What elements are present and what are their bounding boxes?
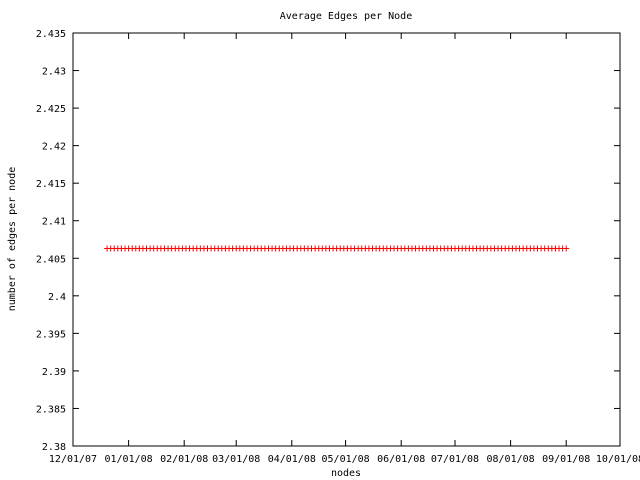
y-tick-label: 2.395 bbox=[36, 329, 66, 340]
x-tick-label: 01/01/08 bbox=[105, 454, 153, 465]
y-axis: 2.435 2.43 2.425 2.42 2.415 2.41 2.405 2.4 2.395… bbox=[36, 29, 620, 453]
y-tick-label: 2.425 bbox=[36, 104, 66, 115]
chart-title: Average Edges per Node bbox=[280, 11, 412, 22]
x-tick-label: 06/01/08 bbox=[377, 454, 425, 465]
y-axis-label: number of edges per node bbox=[7, 167, 18, 312]
x-tick-label: 03/01/08 bbox=[212, 454, 260, 465]
x-axis: 12/01/07 01/01/08 02/01/08 03/01/08 04/01/08… bbox=[49, 33, 640, 465]
y-tick-label: 2.42 bbox=[42, 142, 66, 153]
plot-frame bbox=[72, 32, 621, 447]
y-tick-label: 2.39 bbox=[42, 367, 66, 378]
series-points bbox=[104, 245, 570, 252]
y-tick-label: 2.415 bbox=[36, 179, 66, 190]
y-tick-label: 2.435 bbox=[36, 29, 66, 40]
x-tick-label: 04/01/08 bbox=[268, 454, 316, 465]
x-tick-label: 09/01/08 bbox=[542, 454, 590, 465]
data-point bbox=[563, 245, 570, 252]
y-tick-label: 2.43 bbox=[42, 67, 66, 78]
x-tick-label: 02/01/08 bbox=[160, 454, 208, 465]
x-tick-label: 10/01/08 bbox=[596, 454, 640, 465]
x-tick-label: 07/01/08 bbox=[431, 454, 479, 465]
y-tick-label: 2.4 bbox=[48, 292, 66, 303]
y-tick-label: 2.385 bbox=[36, 404, 66, 415]
x-tick-label: 05/01/08 bbox=[322, 454, 370, 465]
x-axis-label: nodes bbox=[331, 468, 361, 479]
y-tick-label: 2.38 bbox=[42, 442, 66, 453]
y-tick-label: 2.405 bbox=[36, 254, 66, 265]
x-tick-label: 08/01/08 bbox=[487, 454, 535, 465]
y-tick-label: 2.41 bbox=[42, 217, 66, 228]
x-tick-label: 12/01/07 bbox=[49, 454, 97, 465]
